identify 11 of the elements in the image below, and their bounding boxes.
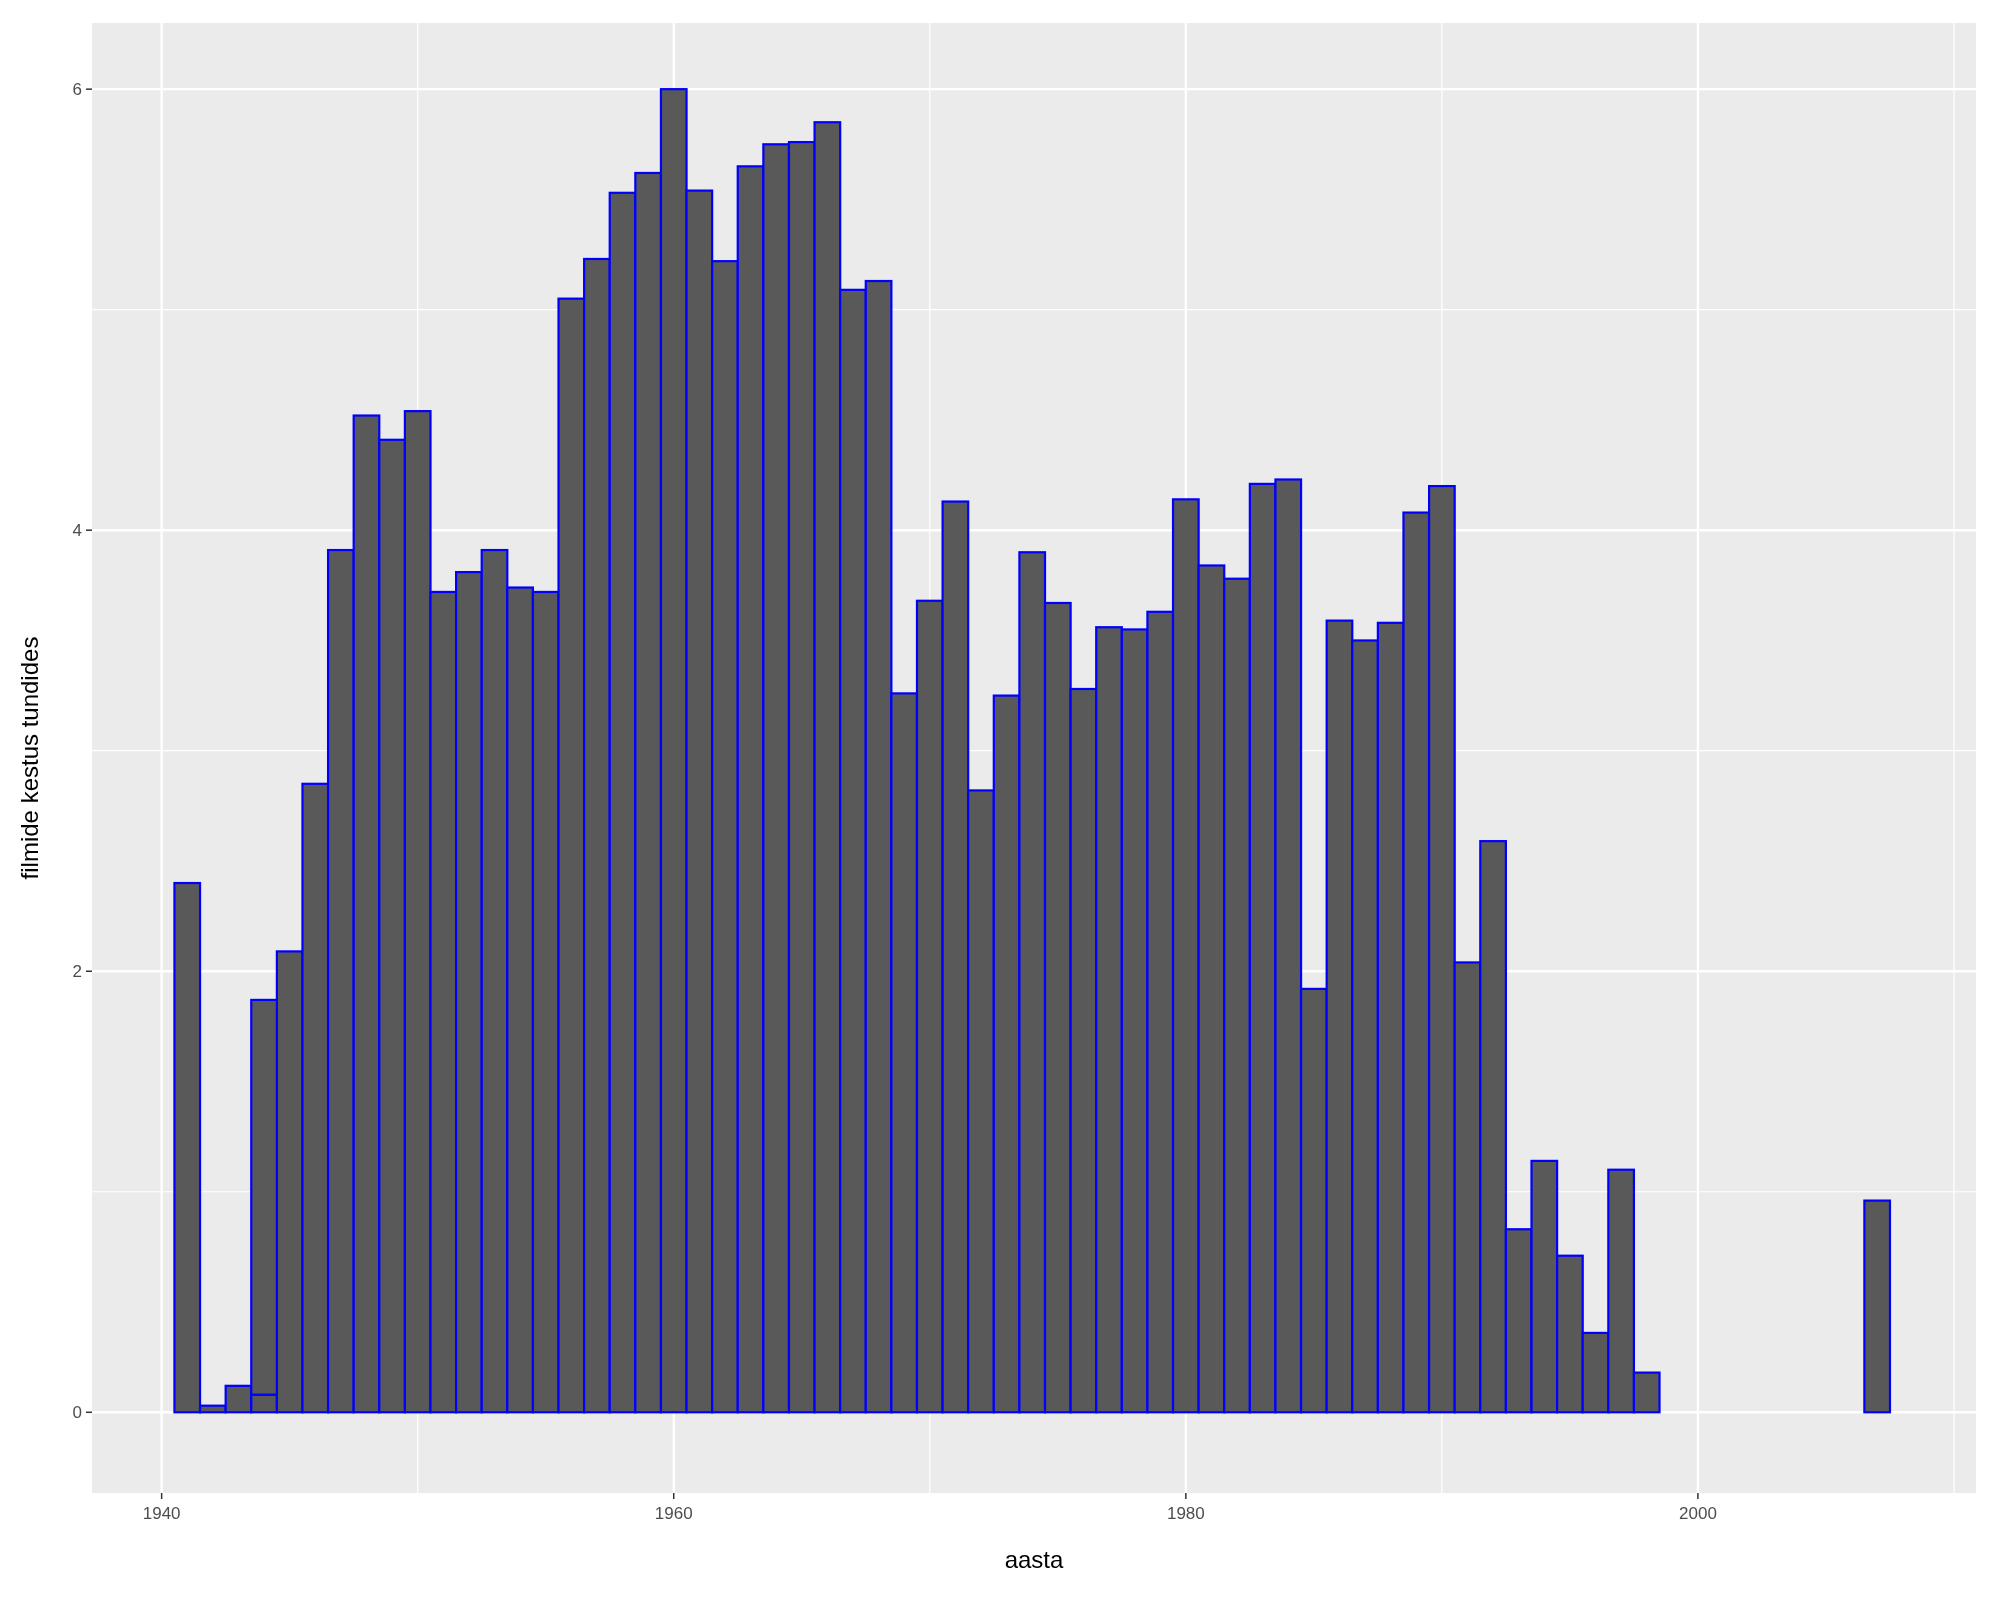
bar: [1863, 1199, 1892, 1414]
y-axis-title: filmide kestus tundides: [16, 636, 43, 880]
y-tick-label: 2: [72, 962, 82, 982]
y-tick-label: 4: [72, 521, 82, 541]
x-axis-title: aasta: [1004, 1546, 1064, 1573]
x-tick-label: 1980: [1166, 1504, 1205, 1523]
y-tick-label: 6: [72, 80, 82, 100]
x-tick-label: 2000: [1679, 1504, 1717, 1523]
x-tick-label: 1940: [142, 1504, 181, 1523]
y-tick-label: 0: [72, 1403, 82, 1423]
x-tick-label: 1960: [654, 1504, 693, 1523]
